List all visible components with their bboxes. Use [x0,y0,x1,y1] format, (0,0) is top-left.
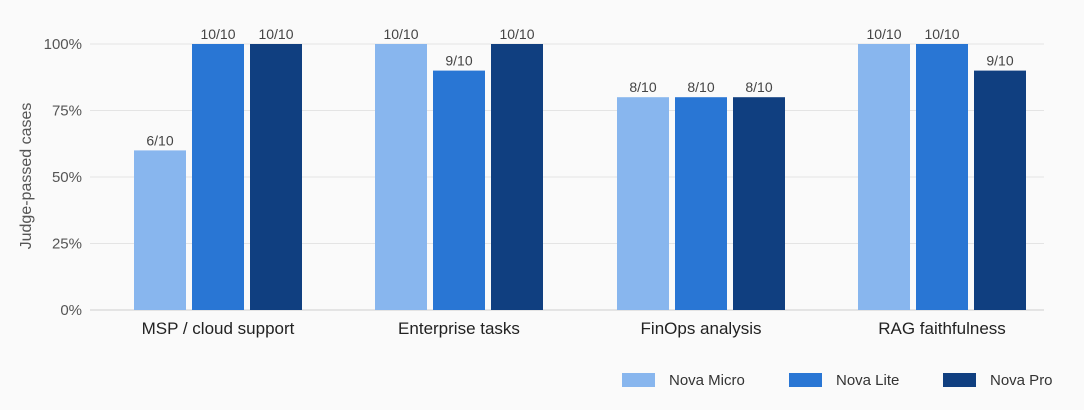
bar [433,70,485,310]
legend-label: Nova Pro [990,372,1053,389]
bar [491,44,543,310]
bar [617,97,669,310]
x-category-label: Enterprise tasks [398,319,520,338]
legend-swatch [789,373,822,387]
bar-value-label: 10/10 [383,26,418,42]
bar-value-label: 10/10 [258,26,293,42]
x-category-label: MSP / cloud support [142,319,295,338]
bar [134,150,186,310]
y-tick-label: 0% [60,302,82,319]
bar-value-label: 10/10 [200,26,235,42]
y-tick-label: 50% [52,169,82,186]
y-tick-label: 100% [44,36,82,53]
bar-value-label: 8/10 [629,79,656,95]
x-category-label: FinOps analysis [641,319,762,338]
bar [375,44,427,310]
legend-swatch [943,373,976,387]
bar-value-label: 9/10 [986,53,1013,69]
legend-label: Nova Lite [836,372,899,389]
y-tick-label: 25% [52,236,82,253]
legend-label: Nova Micro [669,372,745,389]
bar [250,44,302,310]
y-tick-label: 75% [52,103,82,120]
bar [974,70,1026,310]
bar [916,44,968,310]
x-category-label: RAG faithfulness [878,319,1006,338]
bar [733,97,785,310]
y-axis-title: Judge-passed cases [18,103,35,250]
bar [192,44,244,310]
bar-value-label: 10/10 [866,26,901,42]
bar-value-label: 9/10 [445,53,472,69]
bar-value-label: 10/10 [924,26,959,42]
legend-swatch [622,373,655,387]
bar [858,44,910,310]
bar-value-label: 10/10 [499,26,534,42]
bar-value-label: 8/10 [687,79,714,95]
bar-value-label: 8/10 [745,79,772,95]
bar [675,97,727,310]
bar-value-label: 6/10 [146,132,173,148]
